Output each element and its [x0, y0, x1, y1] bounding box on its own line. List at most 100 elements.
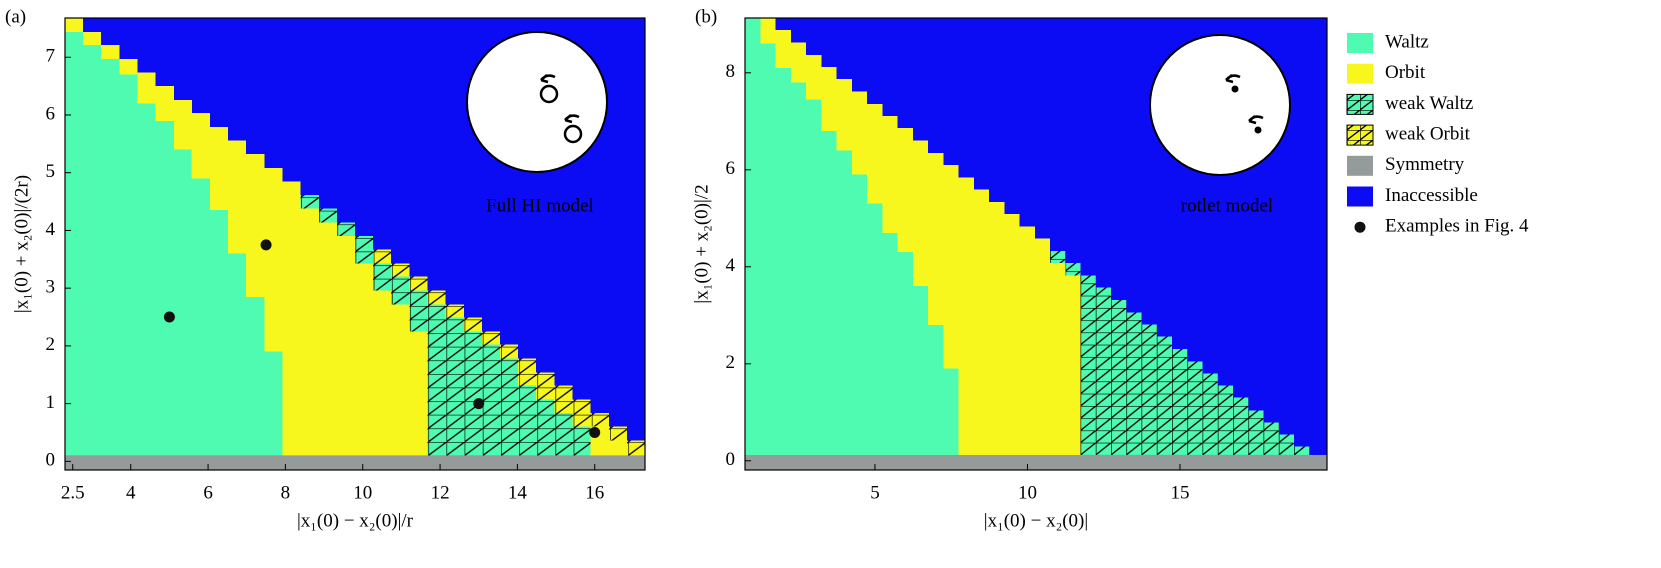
class-cell: [82, 31, 102, 46]
class-cell: [973, 189, 990, 455]
domain-circle: [1149, 34, 1291, 176]
class-cell: [300, 195, 319, 209]
class-cell: [851, 174, 868, 455]
y-tick-label: 8: [726, 61, 736, 82]
class-cell: [943, 164, 959, 369]
legend-label: weak Orbit: [1385, 123, 1471, 144]
class-cell: [246, 296, 265, 456]
legend-swatch: [1347, 63, 1373, 84]
panel-label: (b): [695, 6, 717, 27]
class-cell: [1141, 324, 1157, 455]
x-tick-label: 2.5: [61, 482, 85, 503]
class-cell: [1080, 275, 1096, 455]
class-cell: [943, 368, 959, 455]
class-cell: [867, 103, 883, 204]
class-cell: [806, 54, 822, 100]
class-cell: [337, 222, 355, 237]
class-cell: [821, 66, 837, 131]
class-cell: [499, 344, 518, 359]
class-cell: [463, 331, 483, 456]
class-cell: [760, 43, 776, 455]
y-tick-label: 4: [46, 219, 56, 240]
class-cell: [1156, 336, 1173, 455]
class-cell: [897, 252, 913, 455]
class-cell: [958, 177, 974, 455]
x-tick-label: 5: [870, 482, 880, 503]
class-cell: [264, 351, 283, 456]
class-cell: [64, 31, 83, 456]
class-cell: [1065, 275, 1081, 455]
y-tick-label: 5: [46, 161, 56, 182]
class-cell: [745, 18, 761, 455]
class-cell: [821, 131, 837, 455]
legend-swatch: [1346, 93, 1374, 115]
legend-swatch: [1347, 155, 1373, 176]
rotation-arrow: [1225, 74, 1241, 84]
class-cell: [101, 45, 120, 59]
class-cell: [82, 45, 102, 456]
model-icons: [466, 31, 1291, 176]
x-tick-label: 10: [353, 482, 372, 503]
y-tick-label: 0: [46, 450, 56, 471]
class-cell: [354, 236, 373, 264]
class-cell: [912, 140, 929, 287]
class-cell: [174, 99, 192, 150]
y-tick-label: 2: [46, 334, 56, 355]
x-tick-label: 14: [508, 482, 528, 503]
class-cell: [1278, 434, 1295, 455]
legend-swatch: [1347, 33, 1373, 53]
class-cell: [1126, 312, 1142, 455]
legend-label: Orbit: [1385, 62, 1426, 83]
class-cell: [482, 331, 500, 345]
class-cell: [851, 91, 868, 175]
class-cell: [882, 115, 898, 233]
class-cell: [445, 304, 464, 318]
class-cell: [64, 18, 83, 32]
class-cell: [1248, 410, 1264, 455]
class-cell: [372, 263, 392, 291]
class-cell: [318, 222, 338, 456]
class-cell: [337, 236, 355, 456]
class-cell: [627, 440, 646, 456]
class-cell: [536, 372, 555, 400]
class-cell: [1034, 238, 1051, 455]
y-axis-label: |x₁(0) + x₂(0)|/(2r): [11, 175, 32, 313]
domain-circle: [466, 31, 608, 173]
class-cell: [590, 412, 609, 427]
class-cell: [427, 290, 446, 305]
class-cell: [1095, 287, 1112, 455]
rotation-arrow: [1248, 115, 1264, 125]
class-cell: [882, 232, 898, 455]
class-cell: [482, 344, 500, 456]
legend-swatch: [1347, 186, 1373, 207]
rotation-arrow: [540, 74, 556, 84]
class-cell: [608, 440, 628, 456]
class-cell: [137, 72, 156, 104]
class-cell: [391, 276, 410, 305]
class-cell: [372, 249, 392, 264]
class-cell: [928, 324, 944, 455]
x-tick-label: 16: [585, 482, 604, 503]
symmetry-band: [65, 455, 645, 470]
class-cell: [989, 201, 1005, 455]
class-cell: [836, 150, 852, 455]
y-tick-label: 3: [46, 277, 56, 298]
class-cell: [463, 317, 483, 332]
class-cell: [572, 426, 591, 456]
class-cell: [517, 358, 537, 386]
class-cell: [300, 208, 319, 456]
class-cell: [264, 168, 283, 352]
class-cell: [227, 253, 247, 456]
class-cell: [836, 79, 852, 151]
class-cell: [1050, 262, 1066, 455]
class-cell: [867, 203, 883, 455]
class-cell: [409, 276, 428, 291]
class-cell: [1217, 385, 1234, 455]
class-cell: [1172, 348, 1188, 455]
symmetry-band: [745, 454, 1327, 470]
legend-label: Symmetry: [1385, 154, 1465, 175]
class-cell: [517, 385, 537, 456]
class-cell: [318, 208, 338, 223]
